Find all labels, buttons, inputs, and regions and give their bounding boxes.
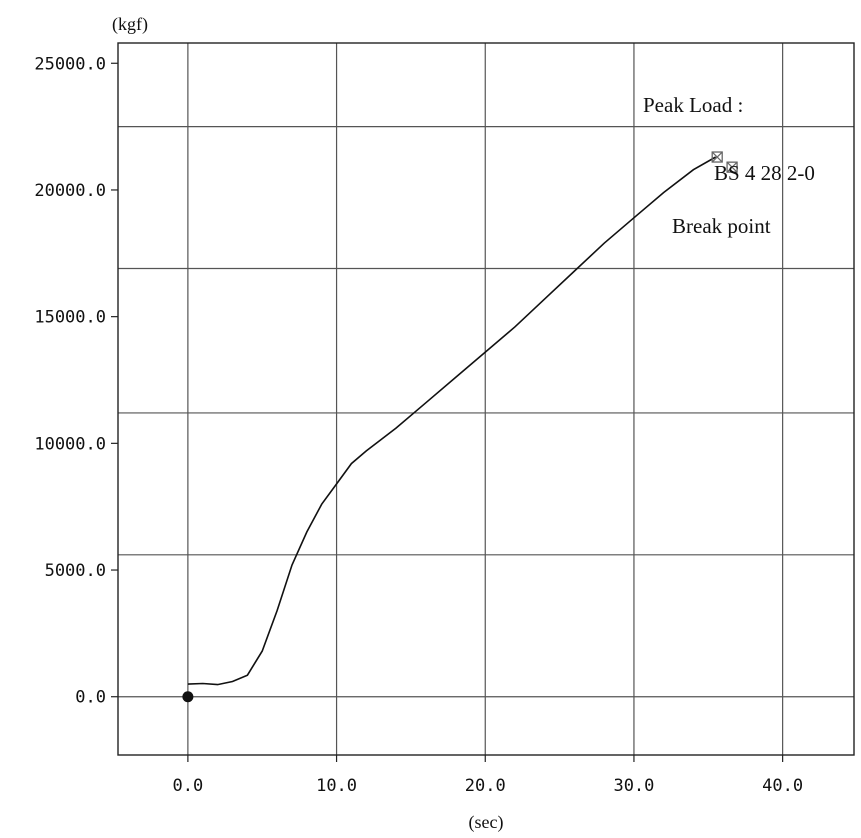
- break-point-marker: [726, 161, 738, 173]
- sample-id-annotation: BS 4 28 2-0: [714, 161, 815, 185]
- x-axis-ticks: 0.0 10.0 20.0 30.0 40.0: [173, 755, 803, 796]
- x-axis-label: (sec): [469, 812, 504, 833]
- y-axis-label: (kgf): [112, 14, 148, 35]
- markers: [182, 151, 738, 703]
- y-tick-label: 20000.0: [34, 181, 106, 201]
- x-tick-label: 0.0: [173, 776, 204, 796]
- y-tick-label: 5000.0: [45, 561, 106, 581]
- x-tick-label: 10.0: [316, 776, 357, 796]
- y-tick-label: 25000.0: [34, 54, 106, 74]
- grid-lines: [118, 43, 854, 755]
- x-tick-label: 30.0: [613, 776, 654, 796]
- break-point-annotation: Break point: [672, 214, 771, 238]
- x-tick-label: 20.0: [465, 776, 506, 796]
- x-tick-label: 40.0: [762, 776, 803, 796]
- load-curve-line: [187, 156, 717, 686]
- y-tick-label: 15000.0: [34, 308, 106, 328]
- start-point-marker: [182, 691, 194, 703]
- peak-load-annotation: Peak Load :: [643, 93, 743, 117]
- peak-load-marker: [711, 151, 723, 163]
- y-axis-ticks: 0.0 5000.0 10000.0 15000.0 20000.0 25000.0: [34, 54, 118, 708]
- plot-frame: [117, 42, 855, 756]
- y-tick-label: 10000.0: [34, 434, 106, 454]
- y-tick-label: 0.0: [75, 688, 106, 708]
